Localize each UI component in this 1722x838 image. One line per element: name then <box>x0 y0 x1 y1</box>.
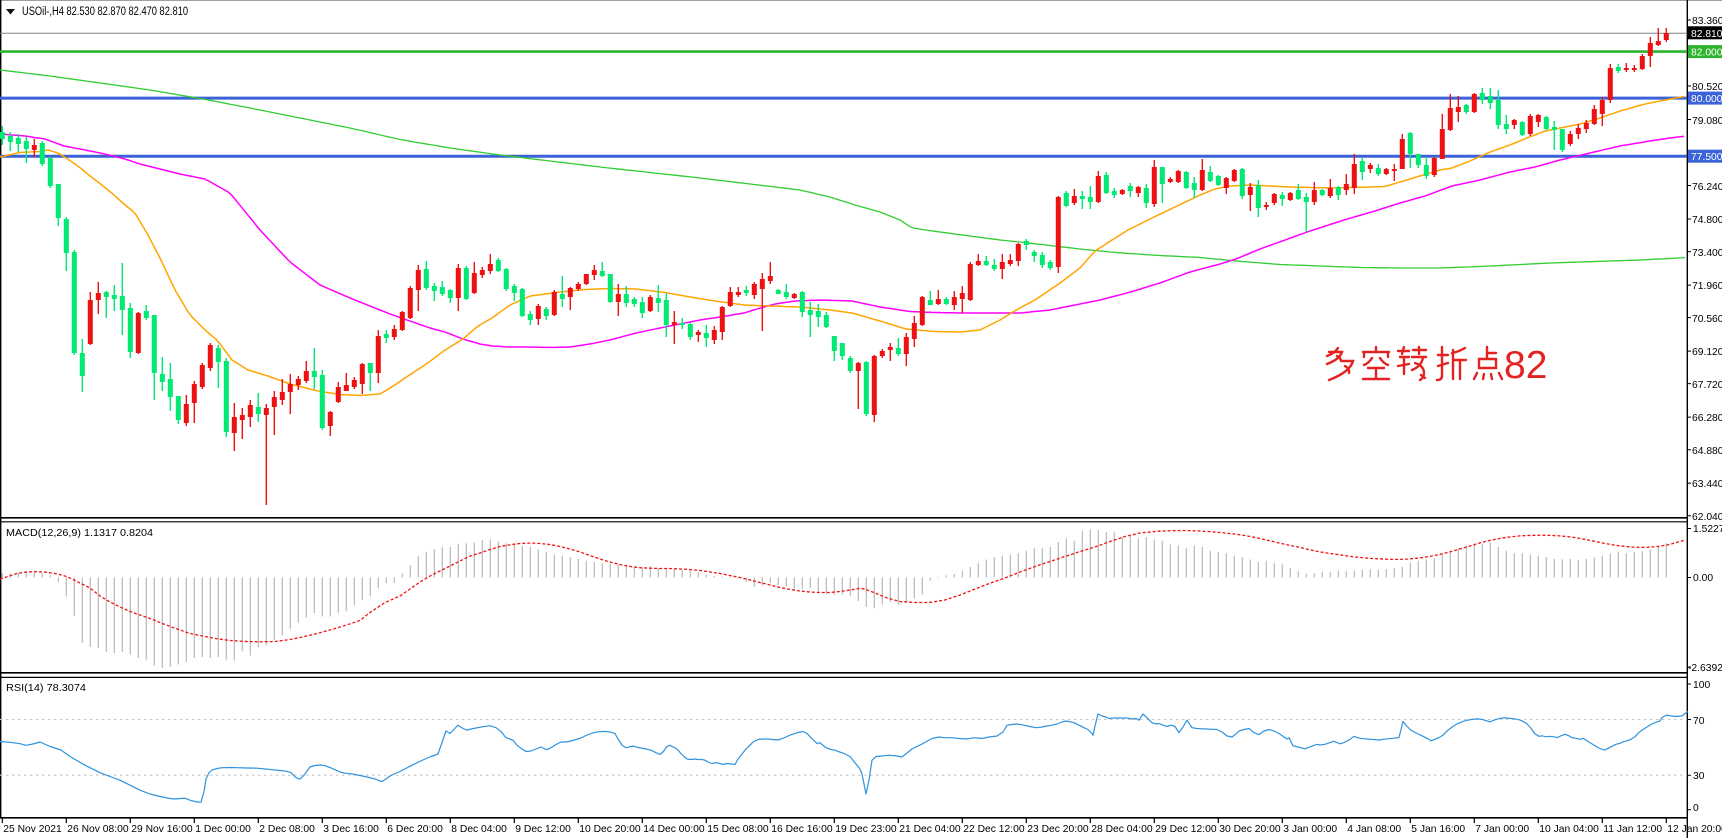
svg-text:1.5227: 1.5227 <box>1693 524 1722 535</box>
svg-text:63.440: 63.440 <box>1692 479 1722 490</box>
svg-text:12 Jan 20:00: 12 Jan 20:00 <box>1667 824 1722 835</box>
svg-text:RSI(14) 78.3074: RSI(14) 78.3074 <box>6 683 86 694</box>
svg-text:0: 0 <box>1693 803 1699 814</box>
svg-text:10 Jan 04:00: 10 Jan 04:00 <box>1539 824 1599 835</box>
svg-text:7 Jan 00:00: 7 Jan 00:00 <box>1475 824 1529 835</box>
svg-text:8 Dec 04:00: 8 Dec 04:00 <box>451 824 507 835</box>
svg-text:14 Dec 00:00: 14 Dec 00:00 <box>643 824 705 835</box>
svg-text:22 Dec 12:00: 22 Dec 12:00 <box>963 824 1025 835</box>
svg-text:10 Dec 20:00: 10 Dec 20:00 <box>579 824 641 835</box>
svg-text:79.080: 79.080 <box>1692 116 1722 127</box>
svg-text:5 Jan 16:00: 5 Jan 16:00 <box>1411 824 1465 835</box>
svg-text:29 Nov 16:00: 29 Nov 16:00 <box>131 824 193 835</box>
svg-text:30 Dec 20:00: 30 Dec 20:00 <box>1219 824 1281 835</box>
svg-text:100: 100 <box>1693 680 1710 691</box>
svg-text:76.240: 76.240 <box>1692 182 1722 193</box>
svg-text:30: 30 <box>1693 771 1705 782</box>
svg-text:2 Dec 08:00: 2 Dec 08:00 <box>259 824 315 835</box>
svg-text:4 Jan 08:00: 4 Jan 08:00 <box>1347 824 1401 835</box>
svg-text:82.000: 82.000 <box>1691 48 1722 59</box>
svg-text:74.800: 74.800 <box>1692 215 1722 226</box>
svg-text:82: 82 <box>1504 344 1547 387</box>
svg-text:71.960: 71.960 <box>1692 281 1722 292</box>
svg-text:USOil-,H4 82.530 82.870 82.47: USOil-,H4 82.530 82.870 82.470 82.810 <box>22 6 188 18</box>
svg-text:15 Dec 08:00: 15 Dec 08:00 <box>707 824 769 835</box>
svg-text:MACD(12,26,9) 1.1317 0.8204: MACD(12,26,9) 1.1317 0.8204 <box>6 528 153 539</box>
svg-text:77.500: 77.500 <box>1691 152 1722 163</box>
svg-text:19 Dec 23:00: 19 Dec 23:00 <box>835 824 897 835</box>
svg-text:67.720: 67.720 <box>1692 380 1722 391</box>
svg-text:83.360: 83.360 <box>1692 16 1722 27</box>
svg-text:80.520: 80.520 <box>1692 82 1722 93</box>
svg-text:69.120: 69.120 <box>1692 347 1722 358</box>
svg-text:80.000: 80.000 <box>1691 94 1722 105</box>
svg-text:3 Dec 16:00: 3 Dec 16:00 <box>323 824 379 835</box>
svg-text:3 Jan 00:00: 3 Jan 00:00 <box>1283 824 1337 835</box>
svg-text:9 Dec 12:00: 9 Dec 12:00 <box>515 824 571 835</box>
svg-text:26 Nov 08:00: 26 Nov 08:00 <box>67 824 129 835</box>
svg-text:21 Dec 04:00: 21 Dec 04:00 <box>899 824 961 835</box>
svg-text:28 Dec 04:00: 28 Dec 04:00 <box>1091 824 1153 835</box>
svg-text:-2.6392: -2.6392 <box>1688 663 1722 674</box>
svg-text:73.400: 73.400 <box>1692 248 1722 259</box>
svg-text:70: 70 <box>1693 716 1705 727</box>
svg-text:11 Jan 12:00: 11 Jan 12:00 <box>1603 824 1662 835</box>
svg-text:25 Nov 2021: 25 Nov 2021 <box>3 824 62 835</box>
svg-text:66.280: 66.280 <box>1692 413 1722 424</box>
svg-text:0.00: 0.00 <box>1693 573 1713 584</box>
svg-text:6 Dec 20:00: 6 Dec 20:00 <box>387 824 443 835</box>
svg-text:29 Dec 12:00: 29 Dec 12:00 <box>1155 824 1217 835</box>
svg-text:23 Dec 20:00: 23 Dec 20:00 <box>1027 824 1089 835</box>
svg-text:62.040: 62.040 <box>1692 512 1722 523</box>
svg-text:70.560: 70.560 <box>1692 314 1722 325</box>
svg-text:16 Dec 16:00: 16 Dec 16:00 <box>771 824 833 835</box>
svg-text:1 Dec 00:00: 1 Dec 00:00 <box>195 824 251 835</box>
svg-text:64.880: 64.880 <box>1692 446 1722 457</box>
svg-text:82.810: 82.810 <box>1691 29 1722 40</box>
